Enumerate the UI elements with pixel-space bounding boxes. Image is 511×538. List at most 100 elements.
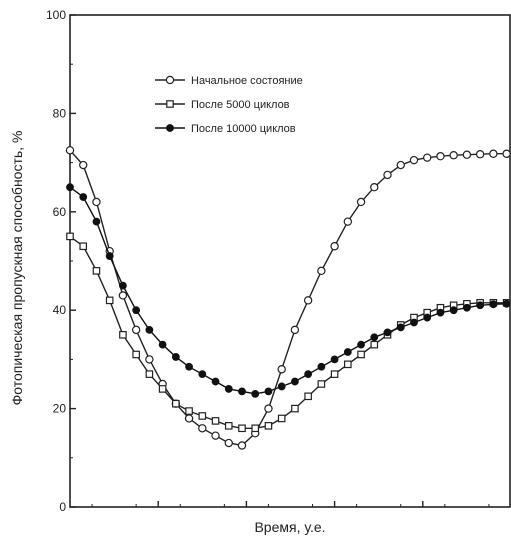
data-point bbox=[224, 385, 233, 393]
data-point bbox=[330, 370, 339, 378]
data-point bbox=[436, 308, 445, 317]
series-line bbox=[69, 235, 507, 429]
data-point bbox=[423, 313, 432, 322]
data-point bbox=[383, 328, 392, 337]
data-point bbox=[237, 441, 247, 450]
data-point bbox=[303, 296, 313, 305]
series-line bbox=[69, 186, 507, 395]
data-point bbox=[370, 333, 379, 342]
data-point bbox=[449, 306, 458, 315]
data-point bbox=[211, 417, 220, 425]
series-line bbox=[69, 149, 507, 447]
data-point bbox=[198, 370, 207, 379]
data-point bbox=[409, 155, 419, 165]
data-point bbox=[304, 370, 313, 379]
data-point bbox=[238, 387, 246, 396]
data-point bbox=[277, 414, 286, 423]
data-point bbox=[489, 300, 498, 309]
data-point bbox=[476, 301, 485, 310]
data-point bbox=[198, 412, 207, 420]
data-point bbox=[291, 404, 299, 413]
x-axis-label: Время, у.е. bbox=[254, 519, 325, 535]
data-point bbox=[330, 355, 339, 364]
data-point bbox=[423, 153, 432, 162]
data-point bbox=[92, 267, 101, 275]
data-point bbox=[502, 299, 511, 308]
data-point bbox=[489, 149, 498, 158]
y-axis-label: Фотопическая пропускная способность, % bbox=[9, 131, 25, 406]
data-point bbox=[330, 242, 339, 251]
data-point bbox=[304, 392, 312, 401]
legend-item: После 10000 циклов bbox=[155, 123, 296, 135]
data-point bbox=[145, 355, 154, 364]
plot-frame bbox=[69, 14, 511, 508]
data-point bbox=[79, 160, 88, 170]
y-tick-label: 80 bbox=[53, 106, 67, 120]
y-tick-label: 40 bbox=[53, 303, 67, 317]
data-point bbox=[119, 331, 127, 339]
data-point bbox=[449, 151, 458, 160]
data-point bbox=[165, 75, 175, 85]
legend-label: После 5000 циклов bbox=[191, 99, 290, 111]
data-point bbox=[119, 281, 127, 290]
data-point bbox=[502, 149, 511, 158]
data-point bbox=[317, 380, 326, 388]
data-point bbox=[79, 242, 88, 251]
data-point bbox=[224, 438, 233, 448]
data-point bbox=[344, 360, 352, 369]
data-point bbox=[343, 348, 352, 356]
data-point bbox=[92, 197, 101, 207]
data-point bbox=[118, 291, 128, 300]
data-point bbox=[356, 197, 366, 207]
data-point bbox=[198, 424, 207, 433]
data-point bbox=[475, 150, 485, 159]
data-point bbox=[166, 124, 174, 132]
data-point bbox=[396, 160, 405, 170]
series-3 bbox=[66, 183, 511, 398]
data-point bbox=[172, 399, 180, 408]
data-point bbox=[264, 422, 273, 430]
data-point bbox=[158, 340, 167, 349]
data-point bbox=[132, 306, 141, 315]
data-point bbox=[185, 407, 193, 415]
data-point bbox=[145, 325, 154, 334]
data-point bbox=[462, 150, 472, 159]
data-point bbox=[357, 350, 365, 359]
data-point bbox=[132, 350, 140, 359]
data-point bbox=[79, 193, 88, 201]
data-point bbox=[317, 362, 326, 371]
legend-item: После 5000 циклов bbox=[155, 99, 290, 111]
data-point bbox=[211, 377, 220, 386]
data-point bbox=[383, 170, 392, 180]
series-layer bbox=[65, 146, 511, 450]
y-tick-label: 100 bbox=[46, 8, 66, 22]
data-point bbox=[158, 385, 167, 393]
data-point bbox=[251, 424, 260, 433]
data-point bbox=[184, 414, 194, 423]
data-point bbox=[396, 323, 405, 332]
data-point bbox=[436, 152, 445, 161]
data-point bbox=[238, 424, 246, 433]
data-point bbox=[66, 183, 74, 192]
data-point bbox=[317, 266, 326, 276]
legend-label: Начальное состояние bbox=[191, 75, 303, 87]
data-point bbox=[166, 100, 174, 108]
data-point bbox=[131, 325, 141, 335]
x-ticks bbox=[91, 501, 490, 507]
data-point bbox=[66, 232, 74, 241]
legend-item: Начальное состояние bbox=[155, 75, 303, 87]
data-point bbox=[410, 318, 418, 327]
data-point bbox=[277, 382, 286, 391]
legend: Начальное состояние После 5000 циклов Посл… bbox=[155, 75, 303, 135]
y-tick-label: 0 bbox=[59, 500, 66, 514]
data-point bbox=[463, 303, 471, 312]
data-point bbox=[343, 217, 353, 226]
data-point bbox=[370, 182, 379, 192]
data-point bbox=[185, 362, 193, 371]
data-point bbox=[224, 422, 233, 430]
y-tick-label: 60 bbox=[53, 205, 67, 219]
data-point bbox=[92, 217, 101, 226]
data-point bbox=[65, 146, 75, 155]
data-point bbox=[290, 325, 300, 335]
